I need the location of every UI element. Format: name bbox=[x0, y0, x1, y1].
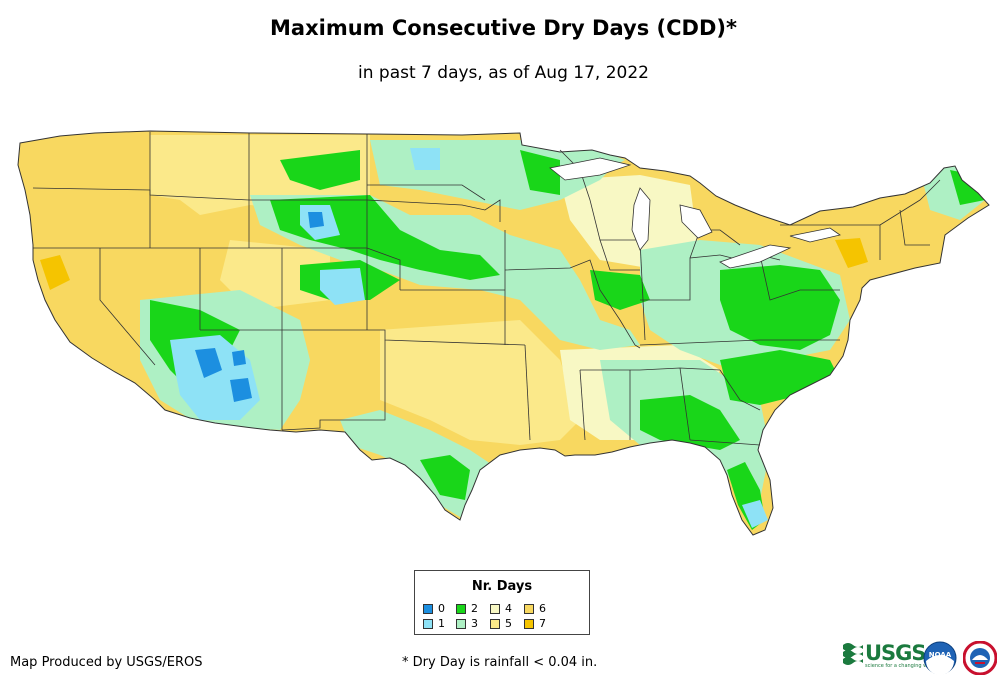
usgs-tagline: science for a changing world bbox=[865, 663, 937, 669]
usgs-wave-icon bbox=[843, 643, 863, 665]
legend-swatch-6 bbox=[524, 604, 534, 614]
legend-label-5: 5 bbox=[505, 617, 512, 630]
map-subtitle: in past 7 days, as of Aug 17, 2022 bbox=[358, 63, 649, 83]
legend-label-3: 3 bbox=[471, 617, 478, 630]
legend-label-6: 6 bbox=[539, 602, 546, 615]
legend-swatch-2 bbox=[456, 604, 466, 614]
nws-logo bbox=[963, 641, 997, 675]
legend-swatch-1 bbox=[423, 619, 433, 629]
noaa-logo: NOAA bbox=[923, 641, 957, 675]
legend-swatch-3 bbox=[456, 619, 466, 629]
usgs-wordmark: USGS bbox=[865, 641, 927, 665]
great-lakes bbox=[549, 157, 841, 269]
legend-swatch-0 bbox=[423, 604, 433, 614]
legend-label-4: 4 bbox=[505, 602, 512, 615]
usgs-logo: USGS science for a changing world bbox=[843, 641, 937, 671]
svg-text:NOAA: NOAA bbox=[929, 651, 952, 659]
legend-label-2: 2 bbox=[471, 602, 478, 615]
map-title: Maximum Consecutive Dry Days (CDD)* bbox=[270, 16, 737, 40]
legend-title: Nr. Days bbox=[471, 579, 533, 594]
legend: Nr. Days 0 1 2 3 4 5 6 7 bbox=[414, 570, 590, 635]
cdd-raster bbox=[18, 131, 989, 535]
cdd-map bbox=[17, 130, 990, 536]
legend-label-7: 7 bbox=[539, 617, 546, 630]
state-boundaries bbox=[32, 132, 941, 446]
legend-swatch-4 bbox=[490, 604, 500, 614]
dry-day-note: * Dry Day is rainfall < 0.04 in. bbox=[402, 655, 598, 670]
legend-swatch-5 bbox=[490, 619, 500, 629]
legend-label-0: 0 bbox=[438, 602, 445, 615]
legend-label-1: 1 bbox=[438, 617, 445, 630]
map-credit: Map Produced by USGS/EROS bbox=[10, 655, 203, 670]
legend-swatch-7 bbox=[524, 619, 534, 629]
